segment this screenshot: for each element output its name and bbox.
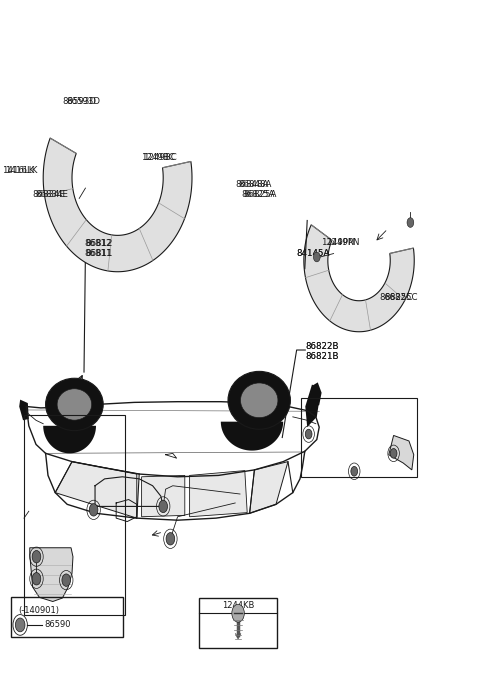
Text: 86848A: 86848A — [235, 180, 269, 189]
Circle shape — [305, 429, 312, 439]
Text: 86825A: 86825A — [244, 190, 277, 200]
Circle shape — [159, 500, 168, 513]
Bar — [301, 398, 417, 477]
Circle shape — [32, 573, 41, 585]
Polygon shape — [305, 384, 321, 427]
Circle shape — [89, 504, 98, 516]
Text: 86822B: 86822B — [305, 342, 339, 351]
Polygon shape — [43, 426, 96, 453]
Text: 86825C: 86825C — [384, 293, 418, 302]
Polygon shape — [190, 471, 247, 517]
Bar — [11, 597, 123, 637]
Polygon shape — [43, 138, 192, 271]
Text: 1249PN: 1249PN — [321, 238, 354, 247]
Text: 86812: 86812 — [84, 238, 111, 248]
Text: 86590: 86590 — [44, 620, 71, 630]
Bar — [24, 415, 125, 615]
Circle shape — [166, 533, 175, 545]
Text: 86834E: 86834E — [33, 189, 66, 199]
Text: 86834E: 86834E — [35, 189, 68, 199]
Polygon shape — [55, 462, 137, 518]
Text: 86821B: 86821B — [305, 352, 339, 362]
Polygon shape — [30, 548, 73, 601]
Text: 86593D: 86593D — [66, 97, 100, 107]
Circle shape — [351, 466, 358, 476]
Polygon shape — [250, 462, 288, 513]
Circle shape — [313, 252, 320, 262]
Circle shape — [62, 574, 71, 586]
Circle shape — [390, 449, 397, 458]
Polygon shape — [221, 422, 283, 451]
Text: 1416LK: 1416LK — [5, 166, 37, 176]
Polygon shape — [19, 400, 29, 420]
Ellipse shape — [240, 383, 278, 418]
Polygon shape — [312, 382, 322, 407]
Text: 86825A: 86825A — [241, 190, 275, 200]
Text: 1249BC: 1249BC — [141, 152, 174, 162]
Circle shape — [32, 551, 41, 563]
Polygon shape — [304, 225, 414, 332]
Text: 86848A: 86848A — [239, 180, 272, 189]
Text: 1249PN: 1249PN — [326, 238, 360, 247]
Text: 84145A: 84145A — [297, 249, 330, 258]
Circle shape — [232, 604, 244, 622]
Text: (-140901): (-140901) — [18, 606, 59, 615]
Circle shape — [407, 218, 414, 227]
Text: 84145A: 84145A — [297, 249, 330, 258]
Ellipse shape — [57, 389, 92, 420]
Text: 86825C: 86825C — [379, 293, 413, 302]
Text: 86811: 86811 — [85, 249, 113, 258]
Text: 1244KB: 1244KB — [222, 601, 254, 610]
Bar — [199, 598, 277, 648]
Text: 86812: 86812 — [85, 238, 113, 248]
Text: 1249BC: 1249BC — [143, 152, 177, 162]
Text: 86822B: 86822B — [305, 342, 339, 351]
Text: 1416LK: 1416LK — [2, 166, 35, 176]
Text: 86821B: 86821B — [305, 352, 339, 362]
Text: 86811: 86811 — [84, 249, 111, 258]
Ellipse shape — [46, 378, 103, 431]
Text: 86593D: 86593D — [62, 97, 96, 107]
Ellipse shape — [228, 371, 290, 429]
Polygon shape — [389, 435, 414, 470]
Circle shape — [15, 618, 25, 632]
Polygon shape — [142, 475, 185, 517]
